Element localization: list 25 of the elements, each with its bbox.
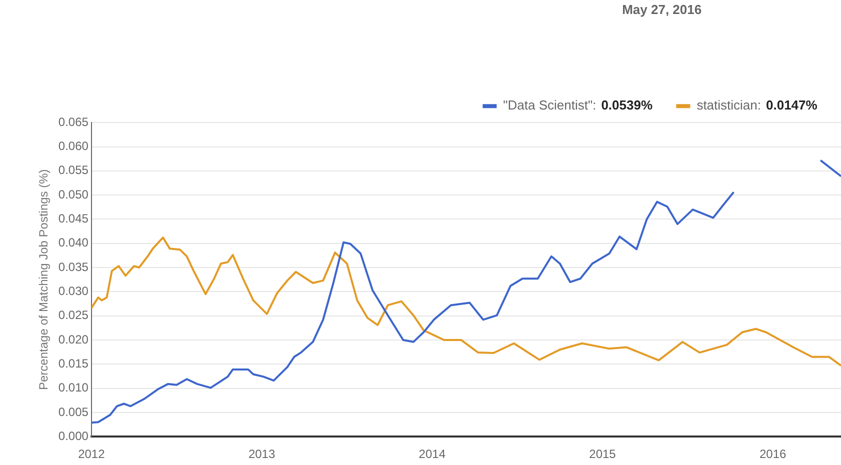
legend-label: "Data Scientist": [503, 98, 596, 113]
x-tick-label: 2015 [589, 447, 616, 462]
text: 0.0539% [601, 98, 653, 113]
y-tick-label: 0.010 [58, 380, 89, 395]
y-tick-label: 0.025 [58, 308, 89, 322]
y-tick-label: 0.020 [58, 332, 89, 346]
y-axis-title: Percentage of Matching Job Postings (%) [36, 169, 51, 390]
x-tick-label: 2013 [248, 447, 276, 462]
y-tick-label: 0.050 [58, 187, 89, 202]
x-tick-label: 2014 [418, 447, 446, 462]
y-tick-label: 0.035 [58, 260, 89, 274]
text: 0.0147% [766, 98, 818, 113]
legend-title: May 27, 2016 [622, 2, 702, 18]
legend-label: statistician: [696, 98, 762, 113]
y-tick-label: 0.005 [58, 404, 89, 419]
x-tick-label: 2012 [78, 447, 106, 462]
y-tick-label: 0.030 [58, 284, 89, 298]
y-tick-label: 0.040 [58, 236, 89, 250]
y-tick-label: 0.045 [58, 212, 89, 226]
x-tick-label: 2016 [760, 447, 787, 462]
y-tick-label: 0.055 [58, 163, 89, 178]
y-tick-label: 0.065 [58, 114, 89, 129]
y-tick-label: 0.015 [58, 356, 89, 370]
y-tick-label: 0.060 [58, 139, 89, 154]
y-tick-label: 0.000 [58, 428, 89, 443]
